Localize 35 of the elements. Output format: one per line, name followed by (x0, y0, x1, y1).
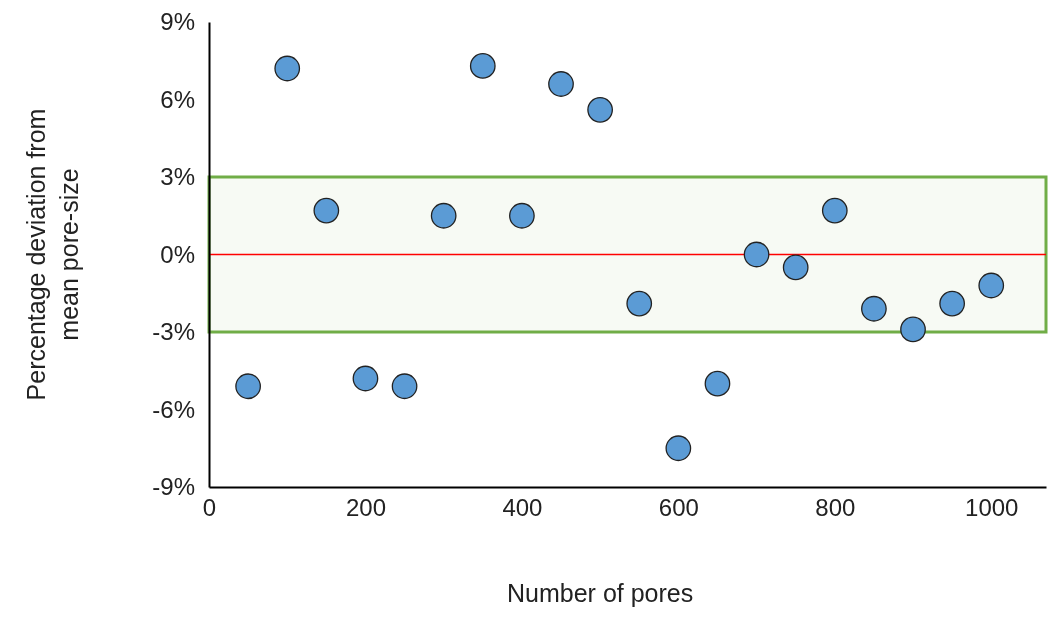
x-tick-label: 800 (815, 494, 856, 522)
point (587, 96, 613, 123)
point (430, 202, 457, 229)
x-axis-title: Number of pores (507, 579, 694, 607)
point (274, 55, 301, 82)
y-tick-label: 9% (160, 8, 195, 36)
x-tick-label: 600 (658, 494, 699, 522)
point (665, 435, 692, 462)
point (509, 202, 535, 229)
point (352, 365, 379, 392)
x-tick-label: 200 (345, 494, 386, 522)
point (978, 272, 1005, 299)
point (939, 290, 966, 317)
x-tick-label: 0 (202, 494, 217, 522)
x-tick-label: 1000 (965, 494, 1019, 522)
point (900, 316, 926, 343)
y-tick-label: 3% (160, 163, 195, 191)
point (548, 71, 574, 97)
point (821, 197, 848, 224)
y-axis-title: Percentage deviation from mean pore-size (22, 108, 83, 401)
y-tick-label: -3% (152, 318, 195, 346)
point (782, 254, 809, 281)
y-tick-label: -9% (152, 473, 195, 501)
point (391, 373, 418, 400)
x-tick-label: 400 (502, 494, 543, 522)
point (313, 197, 340, 224)
point (704, 370, 731, 397)
point (743, 241, 770, 268)
point (235, 373, 261, 400)
point (626, 290, 653, 317)
y-tick-label: 0% (160, 240, 195, 268)
point (469, 53, 496, 79)
point (861, 295, 887, 322)
y-tick-label: 6% (160, 85, 195, 113)
y-tick-label: -6% (152, 395, 195, 423)
